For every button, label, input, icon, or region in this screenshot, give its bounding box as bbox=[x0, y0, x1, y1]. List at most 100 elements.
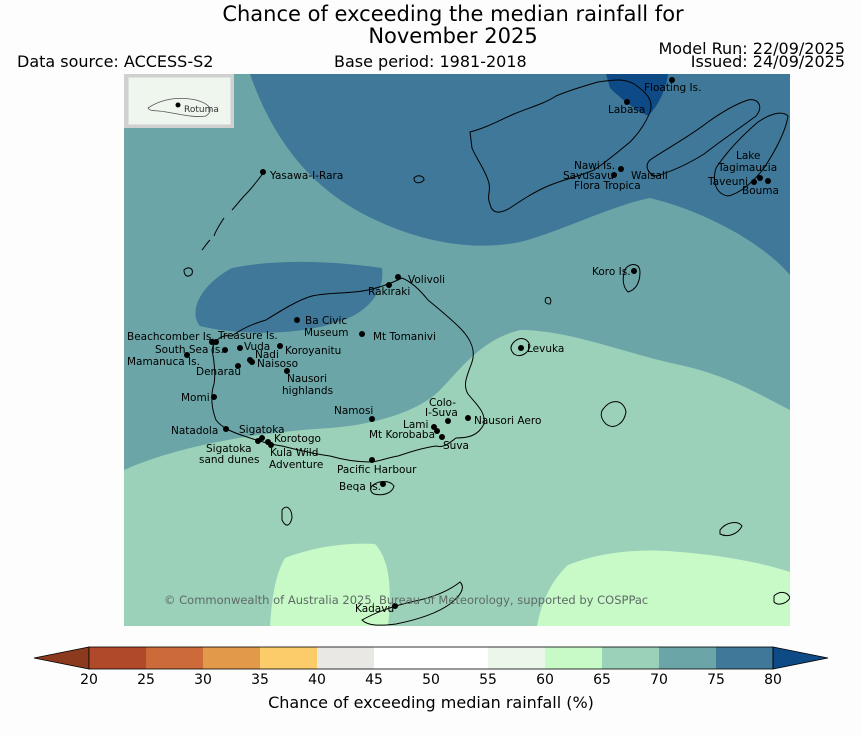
colorbar-tick-label: 30 bbox=[194, 672, 212, 688]
place-nausori-aero: Nausori Aero bbox=[474, 415, 541, 427]
colorbar-tick-label: 70 bbox=[650, 672, 668, 688]
colorbar-tick-label: 75 bbox=[707, 672, 725, 688]
viti-levu-coast bbox=[211, 277, 485, 463]
colorbar-segment bbox=[431, 647, 488, 669]
colorbar-segment bbox=[488, 647, 545, 669]
rotuma-inset: Rotuma bbox=[124, 74, 234, 128]
northeast-coast bbox=[646, 99, 761, 177]
place-mtkorobaba: Mt Korobaba bbox=[369, 429, 435, 441]
colorbar-segment bbox=[602, 647, 659, 669]
place-levuka: Levuka bbox=[527, 343, 564, 355]
place-flora: Flora Tropica bbox=[574, 180, 641, 192]
vanua-levu-coast bbox=[469, 79, 652, 213]
colorbar-tick-label: 60 bbox=[536, 672, 554, 688]
region-60-east bbox=[537, 550, 790, 626]
place-namosi: Namosi bbox=[334, 405, 373, 417]
title-line-2: November 2025 bbox=[368, 24, 538, 48]
place-momi: Momi bbox=[181, 392, 210, 404]
colorbar-tick-label: 45 bbox=[365, 672, 383, 688]
place-nadi: Nadi bbox=[255, 349, 279, 361]
place-treasure: Treasure Is. bbox=[217, 330, 278, 342]
kadavu-coast bbox=[361, 581, 463, 626]
place-yasawa: Yasawa-I-Rara bbox=[269, 170, 343, 182]
west-islet-2 bbox=[281, 506, 293, 526]
place-southsea: South Sea Is. bbox=[155, 344, 224, 356]
koro-coast bbox=[622, 264, 641, 293]
place-pacific: Pacific Harbour bbox=[337, 464, 417, 476]
place-lake-1: Lake bbox=[736, 150, 760, 162]
place-beachcomber: Beachcomber Is. bbox=[127, 331, 215, 343]
colorbar-segment bbox=[716, 647, 773, 669]
place-bacivic-1: Ba Civic bbox=[305, 315, 347, 327]
colorbar-tick-label: 50 bbox=[422, 672, 440, 688]
colorbar-tick-label: 25 bbox=[137, 672, 155, 688]
colorbar-segment bbox=[89, 647, 146, 669]
place-bouma: Bouma bbox=[742, 185, 779, 197]
colorbar-border bbox=[88, 646, 774, 670]
colorbar-segment bbox=[203, 647, 260, 669]
place-beqa: Beqa Is. bbox=[339, 481, 381, 493]
inset-label: Rotuma bbox=[184, 105, 219, 115]
place-colo-2: I-Suva bbox=[425, 407, 458, 419]
far-se-islet bbox=[773, 591, 790, 605]
place-korotogo: Korotogo bbox=[274, 433, 321, 445]
colorbar-extend-low bbox=[33, 646, 90, 670]
place-lami: Lami bbox=[403, 419, 428, 431]
place-sig-dunes-2: sand dunes bbox=[199, 454, 259, 466]
place-kula-1: Kula Wild bbox=[270, 447, 318, 459]
place-nawi: Nawi Is. bbox=[574, 160, 615, 172]
place-savusavu: Savusavu bbox=[563, 170, 614, 182]
lau-islet bbox=[413, 175, 425, 184]
title-line-1: Chance of exceeding the median rainfall … bbox=[222, 2, 684, 26]
map-area: Rotuma bbox=[124, 74, 790, 626]
colorbar-segment bbox=[374, 647, 431, 669]
west-islet-1 bbox=[183, 267, 193, 277]
colorbar-segment bbox=[317, 647, 374, 669]
place-mamanuca: Mamanuca Is. bbox=[127, 356, 200, 368]
place-kula-2: Adventure bbox=[269, 459, 323, 471]
place-kadavu: Kadavu bbox=[355, 603, 394, 615]
place-waisali: Waisali bbox=[631, 170, 668, 182]
copyright-text: © Commonwealth of Australia 2025, Bureau… bbox=[164, 593, 648, 607]
place-denarau: Denarau bbox=[196, 366, 241, 378]
colorbar-segment bbox=[260, 647, 317, 669]
north-islet bbox=[544, 297, 552, 305]
yasawa-chain bbox=[201, 171, 265, 251]
region-75-west bbox=[195, 261, 383, 333]
place-taveuni: Taveuni bbox=[707, 176, 748, 188]
colorbar-segment bbox=[545, 647, 602, 669]
place-labasa: Labasa bbox=[608, 104, 645, 116]
coastlines bbox=[183, 79, 790, 626]
region-75-north bbox=[250, 74, 790, 275]
place-lake-2: Tagimaucia bbox=[717, 162, 777, 174]
place-nausori-h1: Nausori bbox=[287, 373, 327, 385]
place-vuda: Vuda bbox=[244, 341, 270, 353]
colorbar-title: Chance of exceeding median rainfall (%) bbox=[268, 693, 594, 712]
colorbar-tick-label: 55 bbox=[479, 672, 497, 688]
place-natadola: Natadola bbox=[171, 425, 218, 437]
colorbar-segment bbox=[659, 647, 716, 669]
colorbar bbox=[33, 646, 829, 670]
ovalau-coast bbox=[510, 338, 531, 357]
south-east-islet bbox=[719, 522, 743, 537]
place-floating: Floating Is. bbox=[644, 82, 701, 94]
colorbar-tick-label: 80 bbox=[764, 672, 782, 688]
region-60-west bbox=[270, 543, 390, 626]
colorbar-tick-label: 35 bbox=[251, 672, 269, 688]
place-nausori-h2: highlands bbox=[282, 385, 333, 397]
place-koro: Koro Is. bbox=[592, 266, 631, 278]
region-80 bbox=[606, 74, 668, 116]
place-colo-1: Colo- bbox=[429, 397, 456, 409]
colorbar-tick-label: 20 bbox=[80, 672, 98, 688]
place-koroyanitu: Koroyanitu bbox=[285, 345, 341, 357]
colorbar-extend-high bbox=[772, 646, 829, 670]
taveuni-coast bbox=[714, 112, 789, 197]
data-source: Data source: ACCESS-S2 bbox=[17, 52, 214, 71]
model-run: Model Run: 22/09/2025 bbox=[658, 39, 846, 58]
place-naisoso: Naisoso bbox=[257, 358, 298, 370]
colorbar-segment bbox=[146, 647, 203, 669]
place-sig-dunes-1: Sigatoka bbox=[206, 443, 252, 455]
gau-coast bbox=[600, 401, 627, 427]
place-volivoli: Volivoli bbox=[408, 274, 445, 286]
